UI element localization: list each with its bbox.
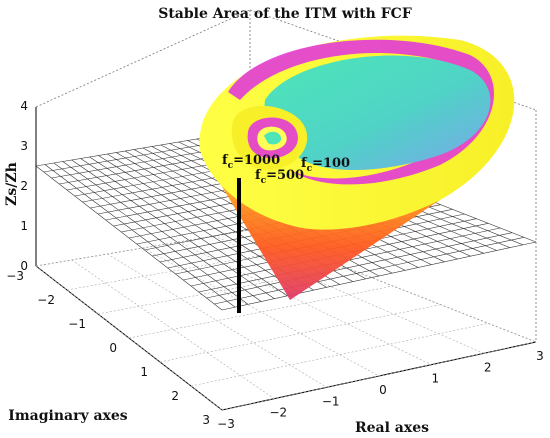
- z-ticks: 0 1 2 3 4: [20, 99, 28, 273]
- annotation-subscript: c: [261, 176, 267, 186]
- floor-grid-line: [190, 323, 489, 387]
- annotation-base: f: [222, 153, 229, 168]
- floor-grid-line: [128, 285, 394, 339]
- z-tick-label: 3: [20, 139, 28, 153]
- z-tick-label: 2: [20, 179, 28, 193]
- fc-annotation: fc=1000: [222, 153, 280, 171]
- x-ticks: −3 −2 −1 0 1 2 3: [217, 349, 544, 431]
- y-tick-label: −3: [6, 269, 24, 283]
- y-tick-label: −1: [68, 317, 86, 331]
- x-tick-label: −2: [269, 406, 287, 420]
- y-tick-label: 3: [202, 413, 210, 427]
- y-ticks: −3 −2 −1 0 1 2 3: [6, 269, 210, 427]
- surface: [199, 35, 515, 300]
- plane-grid-line: [214, 237, 525, 305]
- annotation-value: =1000: [233, 153, 280, 168]
- z-tick-label: 1: [20, 219, 28, 233]
- x-tick-label: 2: [484, 360, 492, 374]
- inner-bowl: [264, 55, 491, 170]
- floor-grid-line: [71, 259, 275, 399]
- floor-grid-line: [249, 229, 537, 343]
- floor-grid-line: [221, 341, 537, 411]
- fc-annotation: fc=500: [255, 168, 304, 186]
- y-tick-label: 1: [140, 365, 148, 379]
- annotation-subscript: c: [307, 164, 313, 174]
- magenta-band: [228, 39, 494, 185]
- chart-title: Stable Area of the ITM with FCF: [158, 6, 412, 22]
- y-tick-label: 2: [171, 389, 179, 403]
- floor-grid-line: [142, 247, 380, 377]
- annotation-base: f: [301, 156, 308, 171]
- floor-grid-line: [159, 304, 441, 363]
- fc-annotation: fc=100: [301, 156, 350, 174]
- annotation-subscript: c: [228, 161, 234, 171]
- plane-grid-line: [206, 232, 513, 299]
- x-tick-label: −1: [322, 394, 340, 408]
- z-tick-label: 4: [20, 99, 28, 113]
- x-tick-label: 1: [432, 372, 440, 386]
- x-tick-label: 0: [379, 383, 387, 397]
- z-tick-label: 0: [20, 259, 28, 273]
- inner-core-swirl: [264, 131, 282, 145]
- floor-grid-line: [178, 241, 432, 365]
- annotation-base: f: [255, 168, 262, 183]
- y-tick-label: 0: [109, 341, 117, 355]
- x-tick-label: −3: [217, 417, 235, 431]
- z-axis-label: Zs/Zh: [4, 162, 20, 206]
- annotation-value: =500: [266, 168, 304, 183]
- x-tick-label: 3: [536, 349, 544, 363]
- y-tick-label: −2: [37, 293, 55, 307]
- y-axis-label: Imaginary axes: [8, 408, 128, 424]
- annotation-value: =100: [312, 156, 350, 171]
- x-axis-label: Real axes: [355, 420, 429, 436]
- plane-grid-line: [221, 241, 537, 311]
